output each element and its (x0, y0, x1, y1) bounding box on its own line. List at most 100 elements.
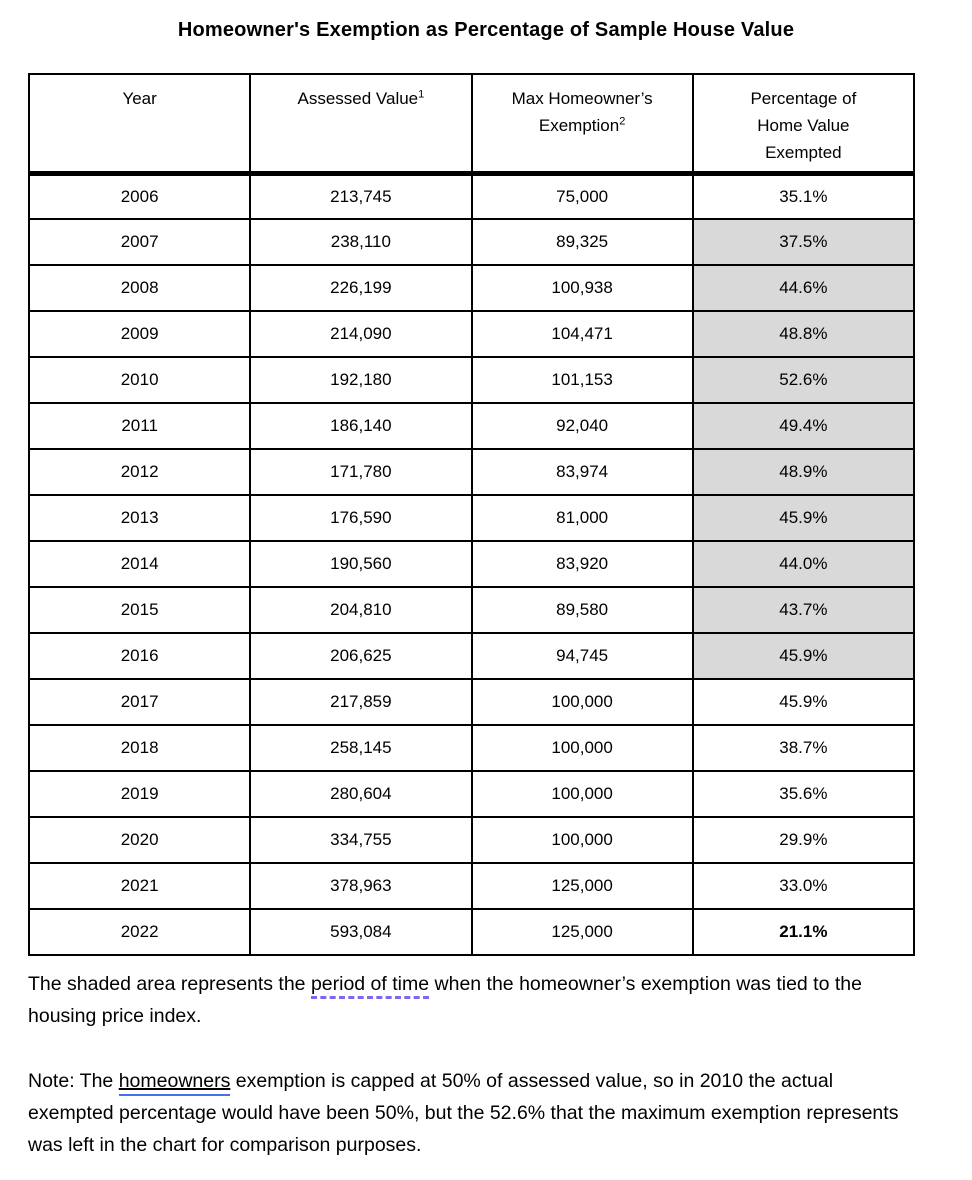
table-row: 2018 258,145 100,000 38.7% (27, 724, 916, 772)
column-header-label: Year (122, 89, 157, 108)
column-header-year: Year (27, 73, 252, 176)
column-header-superscript: 1 (418, 88, 425, 101)
percentage-cell: 35.1% (691, 172, 916, 220)
percentage-cell: 37.5% (691, 218, 916, 266)
table-row: 2021 378,963 125,000 33.0% (27, 862, 916, 910)
percentage-cell: 21.1% (691, 908, 916, 956)
max-exemption-cell: 100,000 (470, 816, 694, 864)
column-header-label: Percentage of Home Value Exempted (750, 89, 857, 162)
grammar-suggestion-homeowners[interactable]: homeowners (118, 1069, 231, 1096)
assessed-value-cell: 204,810 (249, 586, 473, 634)
max-exemption-cell: 125,000 (470, 908, 694, 956)
percentage-cell: 38.7% (691, 724, 916, 772)
table-header: Year Assessed Value1 Max Homeowner’s Exem… (27, 73, 916, 176)
column-header-max-exemption: Max Homeowner’s Exemption2 (470, 73, 694, 176)
table-row: 2013 176,590 81,000 45.9% (27, 494, 916, 542)
max-exemption-cell: 83,920 (470, 540, 694, 588)
table-row: 2017 217,859 100,000 45.9% (27, 678, 916, 726)
percentage-cell: 45.9% (691, 632, 916, 680)
percentage-cell: 33.0% (691, 862, 916, 910)
percentage-cell: 48.8% (691, 310, 916, 358)
table-row: 2019 280,604 100,000 35.6% (27, 770, 916, 818)
year-cell: 2018 (27, 724, 252, 772)
year-cell: 2007 (27, 218, 252, 266)
exemption-table: Year Assessed Value1 Max Homeowner’s Exem… (27, 73, 916, 956)
table-row: 2015 204,810 89,580 43.7% (27, 586, 916, 634)
percentage-cell: 49.4% (691, 402, 916, 450)
max-exemption-cell: 101,153 (470, 356, 694, 404)
year-cell: 2011 (27, 402, 252, 450)
max-exemption-cell: 94,745 (470, 632, 694, 680)
percentage-cell: 29.9% (691, 816, 916, 864)
max-exemption-cell: 125,000 (470, 862, 694, 910)
year-cell: 2021 (27, 862, 252, 910)
assessed-value-cell: 176,590 (249, 494, 473, 542)
year-cell: 2013 (27, 494, 252, 542)
table-row: 2010 192,180 101,153 52.6% (27, 356, 916, 404)
table-row: 2016 206,625 94,745 45.9% (27, 632, 916, 680)
year-cell: 2014 (27, 540, 252, 588)
year-cell: 2017 (27, 678, 252, 726)
percentage-cell: 45.9% (691, 494, 916, 542)
year-cell: 2022 (27, 908, 252, 956)
year-cell: 2015 (27, 586, 252, 634)
max-exemption-cell: 81,000 (470, 494, 694, 542)
table-row: 2008 226,199 100,938 44.6% (27, 264, 916, 312)
note-text: exemption is capped at 50% of assessed v… (28, 1070, 899, 1156)
year-cell: 2009 (27, 310, 252, 358)
assessed-value-cell: 378,963 (249, 862, 473, 910)
note-text: when the homeowner’s exemption was tied … (28, 973, 862, 1027)
max-exemption-cell: 100,000 (470, 770, 694, 818)
note-text: Note: The (28, 1070, 119, 1092)
table-row: 2020 334,755 100,000 29.9% (27, 816, 916, 864)
percentage-cell: 48.9% (691, 448, 916, 496)
year-cell: 2020 (27, 816, 252, 864)
assessed-value-cell: 192,180 (249, 356, 473, 404)
percentage-cell: 45.9% (691, 678, 916, 726)
max-exemption-cell: 75,000 (470, 172, 694, 220)
percentage-cell: 44.6% (691, 264, 916, 312)
max-exemption-cell: 100,000 (470, 724, 694, 772)
shaded-area-note: The shaded area represents the period of… (28, 968, 917, 1032)
assessed-value-cell: 226,199 (249, 264, 473, 312)
assessed-value-cell: 190,560 (249, 540, 473, 588)
assessed-value-cell: 206,625 (249, 632, 473, 680)
assessed-value-cell: 171,780 (249, 448, 473, 496)
assessed-value-cell: 593,084 (249, 908, 473, 956)
table-row: 2014 190,560 83,920 44.0% (27, 540, 916, 588)
percentage-cell: 35.6% (691, 770, 916, 818)
percentage-cell: 52.6% (691, 356, 916, 404)
assessed-value-cell: 214,090 (249, 310, 473, 358)
assessed-value-cell: 258,145 (249, 724, 473, 772)
year-cell: 2016 (27, 632, 252, 680)
header-row: Year Assessed Value1 Max Homeowner’s Exem… (27, 73, 916, 176)
assessed-value-cell: 217,859 (249, 678, 473, 726)
max-exemption-cell: 104,471 (470, 310, 694, 358)
grammar-suggestion-period-of-time[interactable]: period of time (310, 973, 430, 999)
assessed-value-cell: 213,745 (249, 172, 473, 220)
percentage-cell: 44.0% (691, 540, 916, 588)
year-cell: 2019 (27, 770, 252, 818)
assessed-value-cell: 334,755 (249, 816, 473, 864)
year-cell: 2006 (27, 172, 252, 220)
max-exemption-cell: 89,325 (470, 218, 694, 266)
table-row: 2012 171,780 83,974 48.9% (27, 448, 916, 496)
table-row: 2011 186,140 92,040 49.4% (27, 402, 916, 450)
table-row: 2009 214,090 104,471 48.8% (27, 310, 916, 358)
cap-note: Note: The homeowners exemption is capped… (28, 1065, 917, 1161)
year-cell: 2008 (27, 264, 252, 312)
note-text: The shaded area represents the (28, 973, 311, 995)
column-header-superscript: 2 (619, 115, 626, 128)
table-row: 2007 238,110 89,325 37.5% (27, 218, 916, 266)
max-exemption-cell: 100,000 (470, 678, 694, 726)
assessed-value-cell: 280,604 (249, 770, 473, 818)
max-exemption-cell: 89,580 (470, 586, 694, 634)
column-header-label: Max Homeowner’s Exemption (511, 89, 653, 135)
table-row: 2006 213,745 75,000 35.1% (27, 172, 916, 220)
year-cell: 2012 (27, 448, 252, 496)
column-header-assessed-value: Assessed Value1 (249, 73, 473, 176)
year-cell: 2010 (27, 356, 252, 404)
column-header-percentage: Percentage of Home Value Exempted (691, 73, 916, 176)
assessed-value-cell: 186,140 (249, 402, 473, 450)
max-exemption-cell: 83,974 (470, 448, 694, 496)
